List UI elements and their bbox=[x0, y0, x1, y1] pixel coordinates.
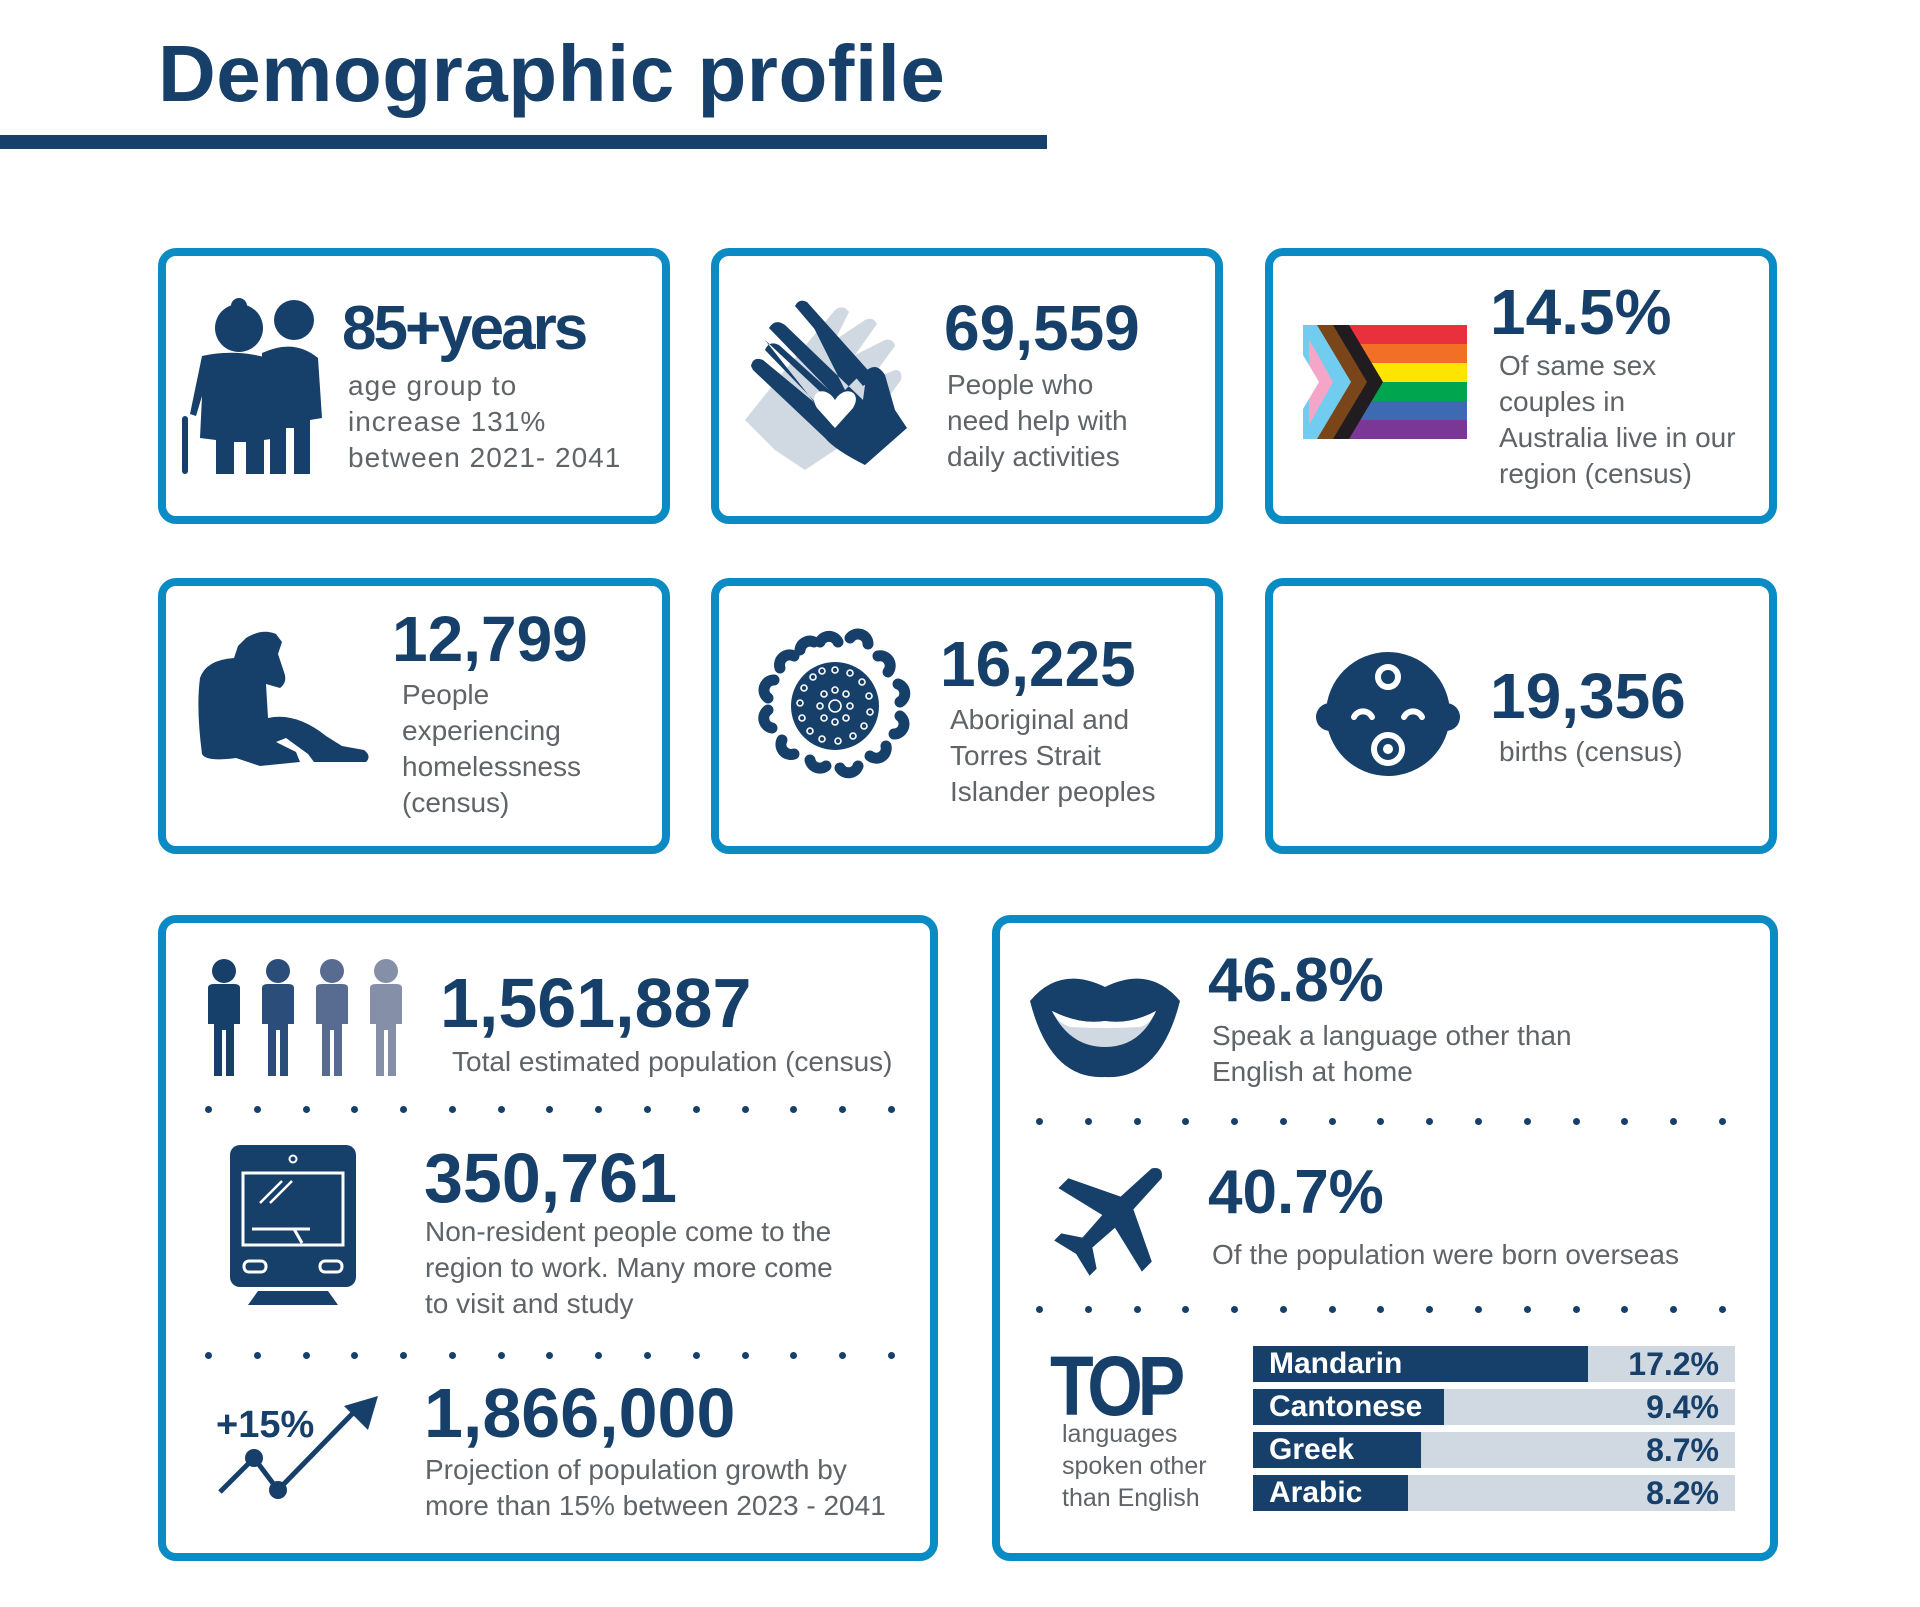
overseas-desc: Of the population were born overseas bbox=[1212, 1239, 1679, 1270]
train-icon bbox=[230, 1145, 356, 1305]
total-population-desc: Total estimated population (census) bbox=[452, 1046, 893, 1077]
divider-dots bbox=[1036, 1306, 1726, 1314]
bar-fill bbox=[1253, 1346, 1588, 1382]
language-percent: 9.4% bbox=[1646, 1389, 1719, 1425]
bar-fill bbox=[1253, 1432, 1421, 1468]
airplane-icon bbox=[1054, 1168, 1162, 1276]
non-resident-value: 350,761 bbox=[424, 1139, 678, 1217]
total-population-value: 1,561,887 bbox=[440, 964, 752, 1042]
language-name: Arabic bbox=[1269, 1476, 1363, 1509]
homelessness-value: 12,799 bbox=[392, 603, 588, 675]
bar-fill bbox=[1253, 1475, 1408, 1511]
projection-value: 1,866,000 bbox=[424, 1374, 736, 1452]
helping-hand-heart-icon bbox=[745, 300, 907, 470]
age-group-desc: age group to increase 131% between 2021-… bbox=[348, 370, 622, 473]
language-percent: 8.2% bbox=[1646, 1475, 1719, 1511]
homelessness-desc: People experiencing homelessness (census… bbox=[402, 679, 581, 818]
births-value: 19,356 bbox=[1490, 660, 1686, 732]
card-aboriginal-population bbox=[711, 578, 1223, 854]
baby-face-icon bbox=[1316, 652, 1460, 776]
bar-fill bbox=[1253, 1389, 1444, 1425]
card-same-sex-couples bbox=[1265, 248, 1777, 524]
language-bar-mandarin: Mandarin 17.2% bbox=[1253, 1346, 1735, 1382]
language-bar-arabic: Arabic 8.2% bbox=[1253, 1475, 1735, 1511]
language-percent: 8.7% bbox=[1646, 1432, 1719, 1468]
aboriginal-value: 16,225 bbox=[940, 628, 1136, 700]
language-bar-greek: Greek 8.7% bbox=[1253, 1432, 1735, 1468]
language-name: Mandarin bbox=[1269, 1347, 1403, 1380]
page-title: Demographic profile bbox=[158, 29, 946, 118]
growth-badge: +15% bbox=[216, 1404, 315, 1446]
language-name: Greek bbox=[1269, 1433, 1355, 1466]
daily-help-value: 69,559 bbox=[944, 292, 1140, 364]
aboriginal-dot-art-icon bbox=[758, 628, 911, 779]
other-language-desc: Speak a language other than English at h… bbox=[1212, 1020, 1572, 1087]
language-percent: 17.2% bbox=[1628, 1346, 1719, 1382]
people-group-icon bbox=[208, 959, 402, 1076]
non-resident-desc: Non-resident people come to the region t… bbox=[425, 1216, 833, 1319]
age-group-value: 85+years bbox=[342, 294, 588, 363]
language-name: Cantonese bbox=[1269, 1390, 1423, 1423]
top-languages-heading: TOP bbox=[1050, 1339, 1185, 1433]
projection-desc: Projection of population growth by more … bbox=[425, 1454, 886, 1521]
growth-trend-arrow-icon bbox=[218, 1396, 378, 1499]
top-languages-subtitle: languages spoken other than English bbox=[1062, 1420, 1207, 1512]
progress-pride-flag-icon bbox=[1303, 325, 1467, 439]
births-desc: births (census) bbox=[1499, 736, 1683, 767]
divider-dots bbox=[1036, 1118, 1726, 1126]
other-language-value: 46.8% bbox=[1208, 946, 1384, 1015]
overseas-value: 40.7% bbox=[1208, 1158, 1384, 1227]
aboriginal-desc: Aboriginal and Torres Strait Islander pe… bbox=[950, 704, 1156, 807]
divider-dots bbox=[205, 1106, 895, 1114]
divider-dots bbox=[205, 1352, 895, 1360]
seated-person-silhouette-icon bbox=[198, 631, 369, 766]
lips-icon bbox=[1030, 978, 1180, 1078]
elderly-couple-icon bbox=[182, 298, 322, 474]
same-sex-value: 14.5% bbox=[1490, 276, 1672, 348]
same-sex-desc: Of same sex couples in Australia live in… bbox=[1499, 350, 1736, 489]
title-underline bbox=[0, 135, 1047, 149]
language-bar-cantonese: Cantonese 9.4% bbox=[1253, 1389, 1735, 1425]
daily-help-desc: People who need help with daily activiti… bbox=[947, 369, 1128, 472]
